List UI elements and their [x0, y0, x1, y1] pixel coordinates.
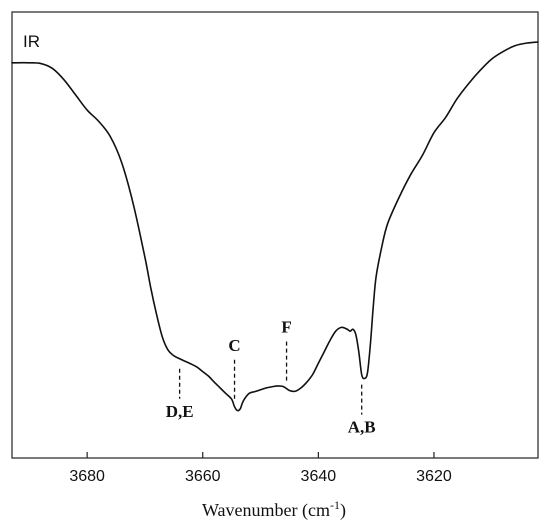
x-tick-label: 3680 [69, 468, 105, 485]
x-tick-label: 3620 [416, 468, 452, 485]
x-axis-label-main: Wavenumber (cm [202, 500, 330, 521]
x-axis-label: Wavenumber (cm-1) [202, 498, 346, 521]
peak-label: D,E [166, 402, 194, 421]
x-tick-label: 3640 [301, 468, 337, 485]
plot-frame [11, 11, 539, 459]
peak-label: F [281, 318, 291, 337]
peak-annotations: D,E C F A,B [166, 318, 376, 437]
panel-label: IR [23, 32, 40, 51]
x-axis-label-sup: -1 [330, 498, 340, 512]
x-axis-label-close: ) [340, 500, 346, 521]
x-tick-label: 3660 [185, 468, 221, 485]
peak-label: A,B [348, 418, 376, 437]
x-axis-ticks: 3680 3660 3640 3620 [69, 452, 452, 485]
peak-label: C [228, 336, 240, 355]
spectrum-line [11, 41, 539, 412]
